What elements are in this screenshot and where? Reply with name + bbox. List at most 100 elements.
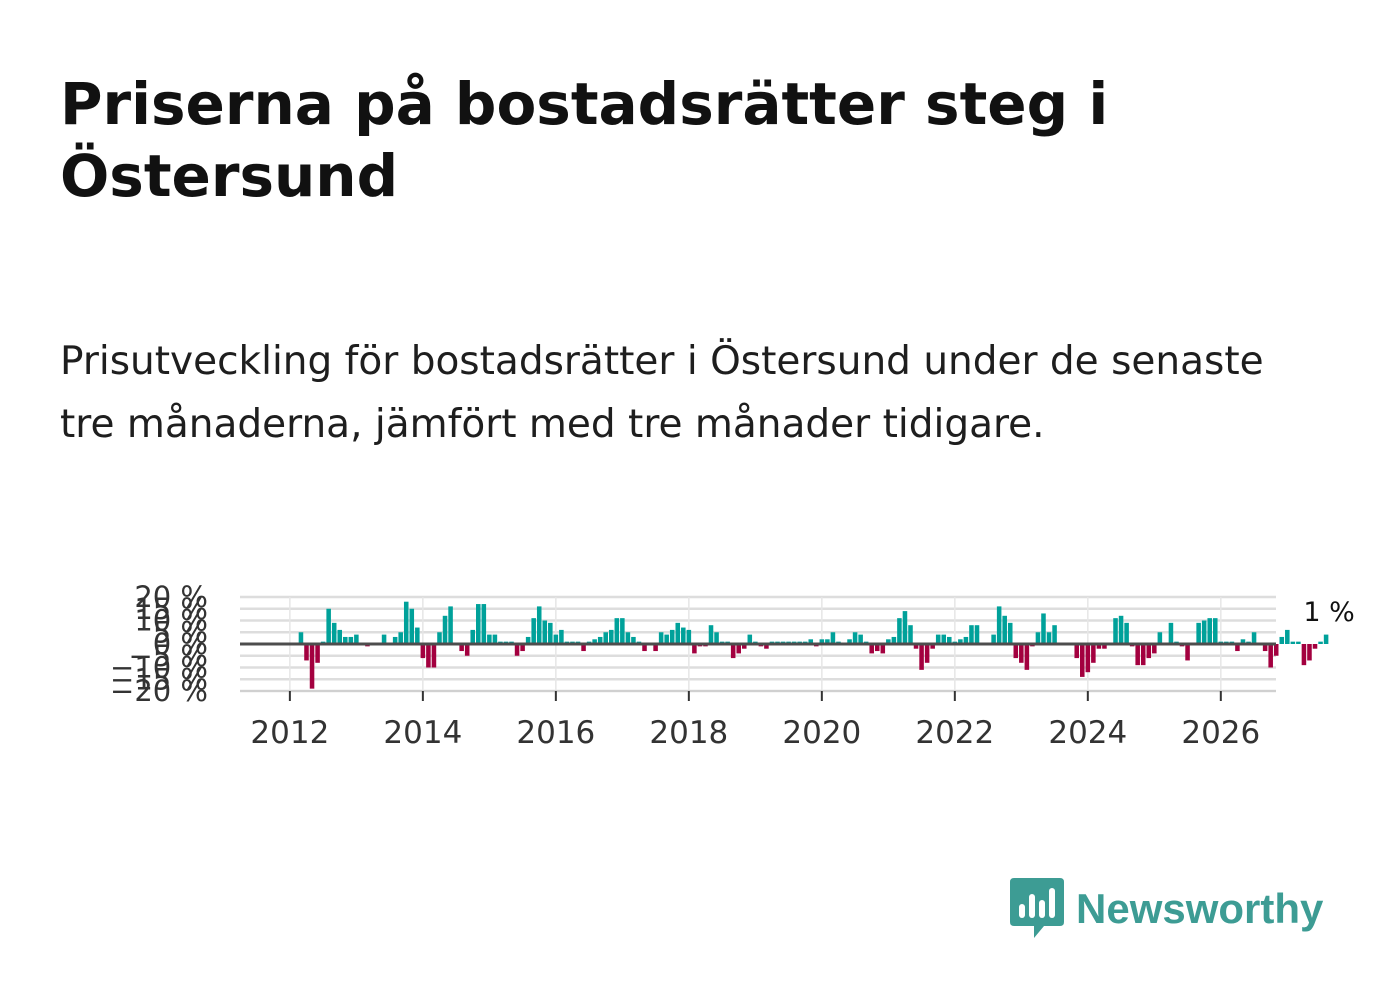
y-tick-label: −10 % bbox=[110, 651, 208, 685]
newsworthy-logo: Newsworthy bbox=[1010, 878, 1323, 940]
bar bbox=[1251, 632, 1257, 644]
bar bbox=[996, 606, 1002, 644]
bar bbox=[448, 606, 453, 644]
y-tick-label: −15 % bbox=[110, 662, 208, 696]
bar bbox=[974, 625, 980, 644]
bar bbox=[741, 644, 747, 649]
bar bbox=[1013, 644, 1019, 659]
brand-name: Newsworthy bbox=[1076, 885, 1324, 932]
bar bbox=[1135, 644, 1140, 666]
bar bbox=[808, 639, 814, 644]
bar bbox=[481, 604, 487, 644]
bar bbox=[514, 644, 520, 656]
bar bbox=[730, 644, 736, 659]
bar bbox=[608, 629, 614, 644]
bar bbox=[830, 632, 836, 644]
bar bbox=[681, 627, 686, 644]
bar bbox=[908, 625, 913, 644]
bar bbox=[1024, 644, 1030, 670]
y-tick-label: 10 % bbox=[134, 604, 208, 638]
bar bbox=[1091, 644, 1096, 663]
bar bbox=[1201, 620, 1207, 644]
bar bbox=[315, 644, 320, 663]
y-tick-label: −20 % bbox=[110, 674, 208, 708]
bar bbox=[669, 629, 675, 644]
bar bbox=[675, 622, 681, 644]
bar bbox=[1157, 632, 1163, 644]
bar bbox=[431, 644, 437, 668]
bar bbox=[1285, 629, 1290, 644]
bar bbox=[1080, 644, 1085, 677]
bar bbox=[520, 644, 525, 652]
x-tick-label: 2020 bbox=[782, 715, 861, 751]
bar bbox=[426, 644, 431, 668]
bar bbox=[476, 604, 481, 644]
y-tick-label: 20 % bbox=[134, 580, 208, 614]
bar bbox=[819, 639, 825, 644]
bar bbox=[1212, 618, 1218, 644]
bar bbox=[1207, 618, 1212, 644]
bar bbox=[653, 644, 658, 652]
bar bbox=[1323, 634, 1329, 644]
bar bbox=[343, 636, 348, 644]
bar bbox=[941, 634, 947, 644]
bar bbox=[858, 634, 863, 644]
y-tick-label: 5 % bbox=[153, 615, 208, 649]
bar bbox=[553, 634, 559, 644]
y-tick-label: 0 % bbox=[153, 627, 208, 661]
bar bbox=[381, 634, 387, 644]
y-tick-label: −5 % bbox=[128, 639, 208, 673]
bar bbox=[398, 632, 403, 644]
bar bbox=[614, 618, 620, 644]
bar bbox=[1052, 625, 1057, 644]
bar bbox=[304, 644, 309, 661]
bar bbox=[658, 632, 664, 644]
bar bbox=[714, 632, 719, 644]
bar bbox=[963, 636, 969, 644]
x-tick-label: 2016 bbox=[516, 715, 595, 751]
bar bbox=[902, 611, 908, 644]
bar bbox=[886, 639, 891, 644]
bar bbox=[1002, 615, 1007, 644]
bar bbox=[1312, 644, 1318, 649]
bar bbox=[692, 644, 697, 654]
bar bbox=[354, 634, 359, 644]
bar bbox=[947, 636, 952, 644]
bar bbox=[991, 634, 996, 644]
bar bbox=[525, 636, 531, 644]
bar bbox=[1124, 622, 1129, 644]
bar bbox=[1035, 632, 1041, 644]
bar bbox=[874, 644, 880, 652]
bar bbox=[747, 634, 753, 644]
bar bbox=[847, 639, 852, 644]
bar bbox=[559, 629, 564, 644]
bar bbox=[1152, 644, 1157, 654]
bar bbox=[1296, 641, 1301, 644]
bar bbox=[1262, 644, 1268, 652]
bar bbox=[442, 615, 448, 644]
bar bbox=[708, 625, 714, 644]
bar bbox=[924, 644, 930, 663]
bar bbox=[1279, 636, 1285, 644]
bar bbox=[420, 644, 426, 659]
bar bbox=[459, 644, 464, 652]
y-tick-label: 15 % bbox=[134, 592, 208, 626]
bar bbox=[1146, 644, 1152, 659]
bar bbox=[631, 636, 636, 644]
bar bbox=[1046, 632, 1052, 644]
bar bbox=[913, 644, 919, 649]
bar bbox=[1185, 644, 1190, 661]
bar bbox=[1301, 644, 1307, 666]
x-tick-label: 2026 bbox=[1181, 715, 1260, 751]
bar bbox=[548, 622, 553, 644]
x-tick-label: 2012 bbox=[250, 715, 329, 751]
bar bbox=[326, 608, 331, 644]
bar bbox=[437, 632, 442, 644]
bar bbox=[542, 620, 548, 644]
bar bbox=[392, 636, 398, 644]
bar bbox=[597, 636, 603, 644]
bar bbox=[603, 632, 608, 644]
x-tick-label: 2014 bbox=[383, 715, 462, 751]
bar bbox=[880, 644, 886, 654]
bar bbox=[309, 644, 315, 689]
